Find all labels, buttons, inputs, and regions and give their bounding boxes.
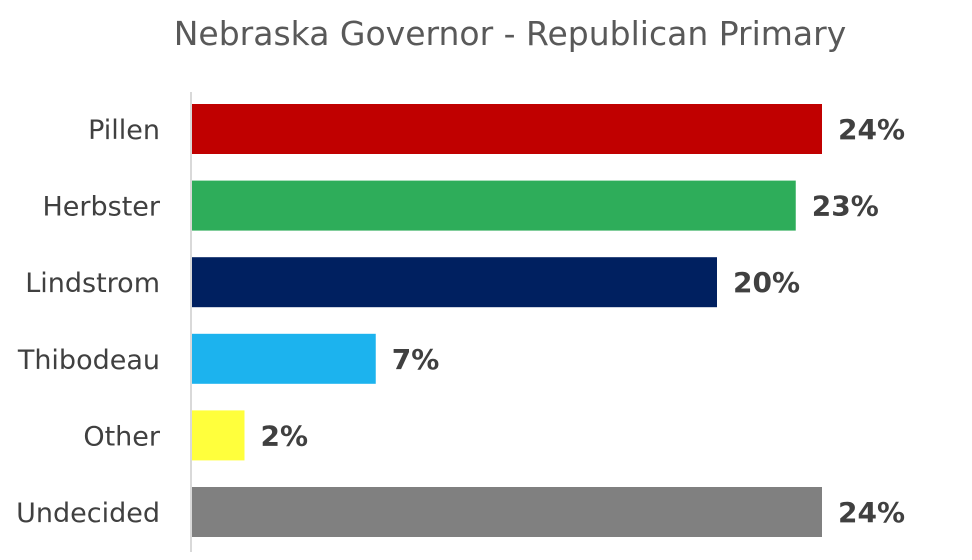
value-label-other: 2% bbox=[261, 419, 309, 452]
category-label-undecided: Undecided bbox=[16, 498, 160, 529]
category-label-pillen: Pillen bbox=[88, 115, 160, 146]
category-label-thibodeau: Thibodeau bbox=[17, 345, 160, 376]
category-label-lindstrom: Lindstrom bbox=[25, 268, 160, 299]
value-label-lindstrom: 20% bbox=[733, 266, 800, 299]
value-label-herbster: 23% bbox=[812, 190, 879, 223]
bar-herbster bbox=[192, 180, 796, 231]
value-label-thibodeau: 7% bbox=[392, 343, 440, 376]
bar-lindstrom bbox=[192, 257, 717, 308]
value-label-pillen: 24% bbox=[838, 113, 905, 146]
bar-other bbox=[192, 410, 245, 461]
value-label-undecided: 24% bbox=[838, 496, 905, 529]
bars: Pillen 24% Herbster 23% Lindstrom 20% Thibodea… bbox=[16, 104, 905, 537]
category-label-herbster: Herbster bbox=[42, 192, 160, 223]
bar-pillen bbox=[192, 104, 822, 154]
bar-undecided bbox=[192, 487, 822, 537]
category-label-other: Other bbox=[83, 421, 161, 452]
bar-thibodeau bbox=[192, 333, 376, 384]
chart-title: Nebraska Governor - Republican Primary bbox=[174, 14, 847, 53]
